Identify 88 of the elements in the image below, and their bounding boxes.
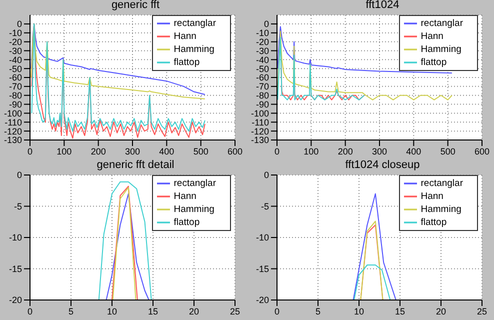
y-tick-label: -15 (8, 264, 22, 274)
x-tick-label: 300 (372, 146, 388, 156)
y-tick-label: -30 (8, 46, 22, 56)
y-tick-label: -5 (260, 201, 269, 212)
chart-title: fft1024 (364, 0, 400, 11)
legend-label: Hamming (174, 44, 214, 56)
chart-title: fft1024 closeup (344, 159, 421, 171)
line-series (352, 193, 396, 300)
x-tick-label: 100 (304, 146, 319, 156)
x-tick-label: 10 (354, 306, 364, 316)
y-tick-label: 0 (16, 170, 22, 180)
y-tick-label: -60 (256, 72, 269, 83)
x-tick-label: 25 (230, 306, 240, 316)
y-tick-label: -20 (8, 36, 22, 47)
legend-label: flattop (420, 57, 447, 68)
x-tick-label: 0 (274, 146, 280, 156)
legend-label: flattop (174, 217, 200, 228)
y-tick-label: 0 (264, 19, 269, 30)
legend-label: rectanglar (420, 18, 463, 30)
chart-title: generic fft (110, 0, 161, 11)
x-tick-label: 200 (90, 146, 106, 156)
y-tick-label: -100 (4, 108, 22, 118)
legend-label: rectanglar (420, 178, 463, 190)
x-tick-label: 0 (27, 306, 33, 316)
x-tick-label: 600 (474, 146, 490, 156)
y-tick-label: -40 (8, 54, 22, 65)
line-series (106, 193, 150, 300)
y-tick-label: -130 (250, 135, 269, 146)
legend-label: Hamming (420, 204, 462, 216)
x-tick-label: 300 (124, 146, 140, 156)
legend-label: Hann (174, 31, 196, 42)
y-tick-label: -15 (256, 264, 269, 274)
legend-label: Hamming (420, 44, 462, 56)
x-tick-label: 400 (159, 146, 174, 156)
y-tick-label: -110 (4, 117, 22, 128)
legend-label: flattop (420, 217, 447, 228)
x-tick-label: 5 (68, 306, 74, 316)
y-tick-label: -100 (250, 108, 269, 118)
line-series (354, 264, 391, 300)
y-tick-label: -20 (256, 295, 269, 306)
x-tick-label: 500 (193, 146, 208, 156)
x-tick-label: 500 (440, 146, 456, 156)
y-tick-label: 0 (264, 170, 269, 180)
y-tick-label: -90 (256, 99, 269, 110)
x-tick-label: 10 (106, 306, 118, 316)
y-tick-label: -5 (14, 201, 22, 212)
x-tick-label: 0 (274, 306, 280, 316)
y-tick-label: -20 (8, 295, 22, 306)
y-tick-label: -120 (250, 126, 269, 136)
x-tick-label: 25 (476, 306, 488, 316)
legend-label: Hamming (174, 204, 214, 216)
legend-label: flattop (174, 57, 200, 68)
x-tick-label: 5 (315, 306, 321, 316)
y-tick-label: -120 (4, 126, 22, 136)
line-series (98, 181, 152, 300)
y-tick-label: -20 (256, 36, 269, 47)
y-tick-label: -50 (8, 64, 22, 74)
x-tick-label: 15 (394, 306, 406, 316)
y-tick-label: -10 (8, 28, 22, 38)
y-tick-label: -70 (8, 82, 22, 92)
x-tick-label: 0 (27, 146, 33, 156)
y-tick-label: -10 (8, 232, 22, 243)
y-tick-label: -50 (256, 64, 269, 74)
y-tick-label: -40 (256, 54, 269, 65)
x-tick-label: 15 (148, 306, 158, 316)
x-tick-label: 20 (436, 306, 446, 316)
y-tick-label: 0 (16, 19, 22, 30)
y-tick-label: -130 (4, 135, 22, 146)
legend-label: rectanglar (174, 178, 216, 190)
legend-label: Hann (420, 191, 444, 202)
y-tick-label: -80 (256, 90, 269, 101)
y-tick-label: -10 (256, 232, 269, 243)
x-tick-label: 400 (406, 146, 422, 156)
x-tick-label: 600 (227, 146, 243, 156)
y-tick-label: -80 (8, 90, 22, 101)
legend-label: Hann (420, 31, 444, 42)
legend-label: Hann (174, 191, 196, 202)
y-tick-label: -10 (256, 28, 269, 38)
y-tick-label: -70 (256, 82, 269, 92)
y-tick-label: -110 (252, 117, 269, 128)
y-tick-label: -90 (8, 99, 22, 110)
chart-title: generic fft detail (96, 159, 176, 171)
x-tick-label: 100 (56, 146, 72, 156)
x-tick-label: 20 (188, 306, 200, 316)
y-tick-label: -60 (8, 72, 22, 83)
x-tick-label: 200 (338, 146, 353, 156)
y-tick-label: -30 (256, 46, 269, 56)
legend-label: rectanglar (174, 18, 216, 30)
